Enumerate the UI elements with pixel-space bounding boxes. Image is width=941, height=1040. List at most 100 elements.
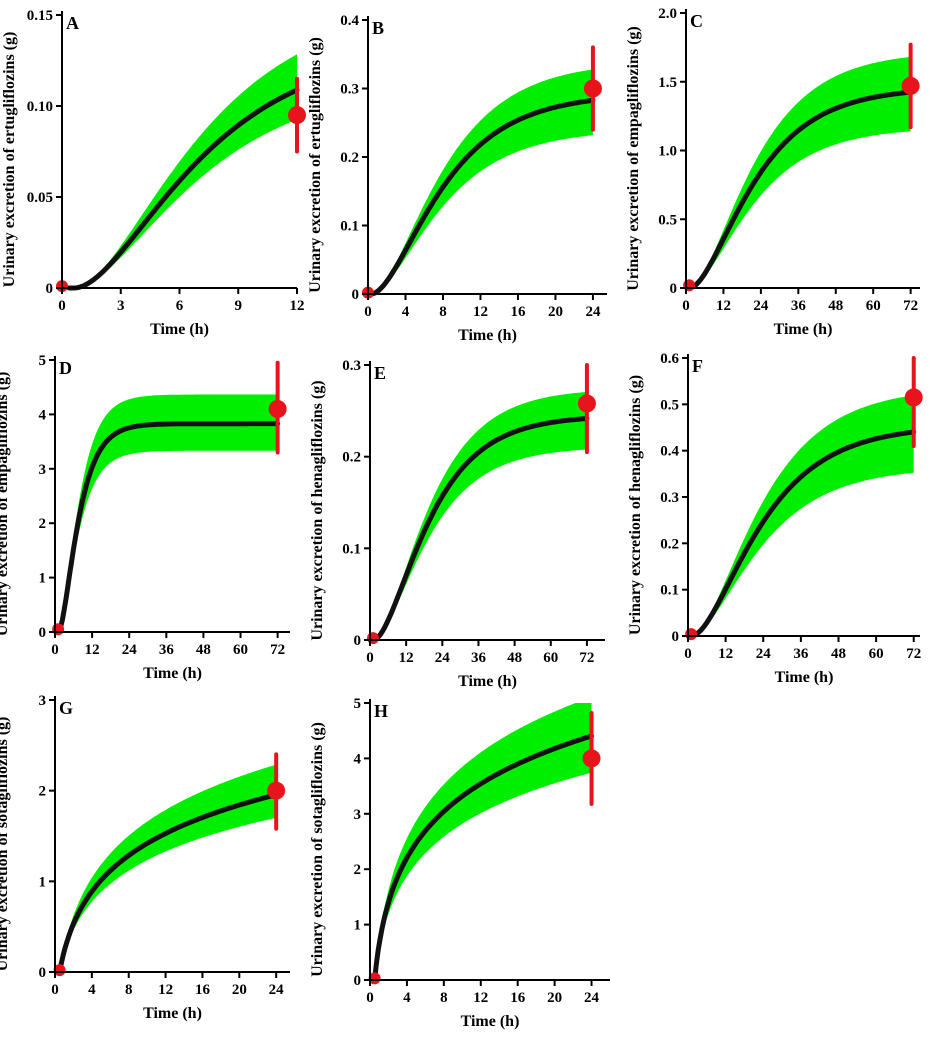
x-axis-title: Time (h): [458, 327, 517, 344]
x-tick-label: 48: [831, 646, 846, 662]
x-tick-label: 48: [196, 642, 211, 658]
x-tick-label: 4: [88, 982, 96, 998]
x-tick-label: 36: [791, 298, 807, 314]
y-tick-label: 2: [354, 862, 362, 878]
y-tick-label: 0.1: [342, 541, 361, 557]
x-tick-label: 24: [269, 982, 285, 998]
x-tick-label: 12: [290, 298, 305, 314]
observed-point-baseline: [685, 628, 698, 641]
panel-c: 0 12 24 36 48 60 72 0 0.5 1.0 1.5 2.0 Time (h) Urinar…: [625, 6, 920, 338]
y-tick-label: 0: [39, 965, 47, 981]
y-tick-label: 1.5: [658, 75, 677, 91]
observed-point: [268, 399, 287, 418]
x-tick-label: 20: [548, 304, 563, 320]
x-tick-label: 24: [122, 642, 138, 658]
y-axis-title: Urinary excretion of ertugliflozins (g): [307, 37, 324, 293]
panel-e: 0 12 24 36 48 60 72 0 0.1 0.2 0.3 Time (h) Urinary e…: [309, 358, 605, 690]
x-tick-label: 12: [473, 990, 488, 1006]
panel-letter: D: [59, 358, 72, 378]
x-tick-label: 60: [869, 646, 884, 662]
median-line: [369, 416, 590, 643]
y-axis-title: Urinary excretion of sotagliflozins (g): [0, 717, 11, 972]
y-tick-label: 0.15: [27, 8, 53, 24]
y-tick-label: 2.0: [658, 6, 677, 22]
x-tick-label: 20: [547, 990, 562, 1006]
x-tick-label: 0: [682, 298, 690, 314]
x-axis-title: Time (h): [143, 665, 202, 682]
y-tick-label: 0: [672, 629, 680, 645]
x-tick-label: 3: [117, 298, 125, 314]
y-tick-label: 0.3: [340, 82, 359, 98]
prediction-band: [57, 764, 277, 972]
x-tick-label: 24: [756, 646, 772, 662]
observed-point-baseline: [683, 279, 696, 292]
x-tick-label: 0: [51, 642, 59, 658]
x-tick-label: 36: [793, 646, 809, 662]
x-tick-label: 60: [233, 642, 248, 658]
x-tick-label: 4: [402, 304, 410, 320]
y-tick-label: 0.1: [660, 583, 679, 599]
x-axis-title: Time (h): [143, 1005, 202, 1022]
x-tick-label: 60: [866, 298, 881, 314]
x-tick-label: 0: [51, 982, 59, 998]
panel-f: 0 12 24 36 48 60 72 0 0.1 0.2 0.3 0.4 0.5 0.6 Time (h)…: [627, 351, 923, 686]
y-axis-title: Urinary excretion of empagliflozins (g): [625, 26, 642, 291]
panel-letter: E: [374, 363, 386, 383]
prediction-band: [69, 54, 297, 289]
x-axis-title: Time (h): [150, 321, 209, 338]
y-tick-label: 1: [354, 918, 362, 934]
y-tick-label: 0.2: [342, 450, 361, 466]
x-tick-label: 8: [125, 982, 133, 998]
prediction-band: [687, 56, 911, 289]
median-line: [66, 87, 300, 291]
x-tick-label: 12: [473, 304, 488, 320]
x-tick-label: 48: [828, 298, 843, 314]
median-line: [367, 97, 596, 297]
y-tick-label: 0.3: [660, 490, 679, 506]
y-tick-label: 3: [39, 462, 47, 478]
y-tick-label: 2: [39, 784, 47, 800]
observed-point: [583, 79, 602, 98]
y-tick-label: 1: [39, 874, 47, 890]
y-tick-label: 4: [39, 407, 47, 423]
observed-point: [267, 781, 286, 800]
x-tick-label: 72: [903, 298, 918, 314]
observed-point: [288, 106, 306, 125]
prediction-band: [56, 394, 278, 632]
x-tick-label: 0: [684, 646, 692, 662]
y-tick-label: 0: [670, 281, 678, 297]
y-tick-label: 0: [39, 625, 47, 641]
x-tick-label: 4: [403, 990, 411, 1006]
panel-b: 0 4 8 12 16 20 24 0 0.1 0.2 0.3 0.4 Time (h) Urinary …: [307, 13, 607, 344]
y-axis-title: Urinary excretion of sotagliflozins (g): [309, 722, 326, 977]
panel-letter: B: [372, 18, 384, 38]
x-tick-label: 36: [471, 650, 487, 666]
prediction-band: [689, 395, 914, 636]
y-tick-label: 2: [39, 516, 47, 532]
x-tick-label: 36: [159, 642, 175, 658]
y-tick-label: 0: [46, 281, 54, 297]
x-tick-label: 60: [543, 650, 558, 666]
x-tick-label: 8: [440, 990, 448, 1006]
x-tick-label: 24: [435, 650, 451, 666]
x-tick-label: 6: [176, 298, 184, 314]
y-tick-label: 3: [354, 807, 362, 823]
x-tick-label: 72: [270, 642, 285, 658]
y-tick-label: 0.6: [660, 351, 679, 367]
median-line: [687, 429, 917, 639]
y-tick-label: 1.0: [658, 144, 677, 160]
x-tick-label: 16: [195, 982, 211, 998]
panel-letter: F: [692, 356, 703, 376]
y-tick-label: 0.1: [340, 219, 359, 235]
y-tick-label: 3: [39, 693, 47, 709]
y-tick-label: 0.05: [27, 190, 53, 206]
prediction-band: [372, 703, 592, 980]
median-line: [370, 733, 594, 983]
x-axis-title: Time (h): [774, 321, 833, 338]
y-tick-label: 0.2: [340, 150, 359, 166]
x-tick-label: 0: [58, 298, 66, 314]
x-axis-title: Time (h): [458, 673, 517, 690]
x-tick-label: 12: [399, 650, 414, 666]
